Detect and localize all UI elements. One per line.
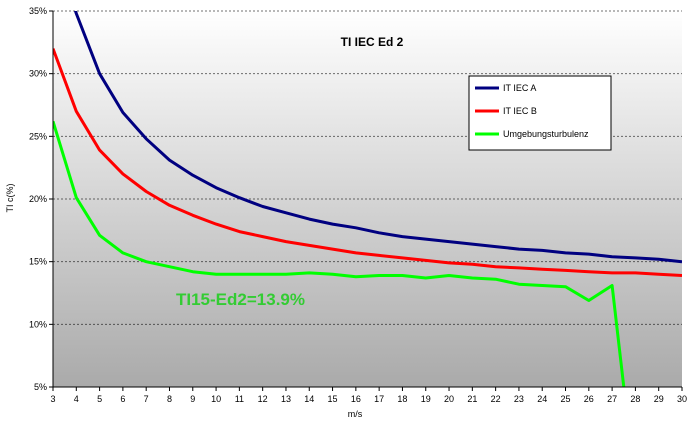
x-tick-label: 28 [630,394,640,404]
y-tick-label: 20% [29,194,47,204]
x-tick-label: 6 [120,394,125,404]
legend: IT IEC A IT IEC B Umgebungsturbulenz [468,75,612,151]
legend-label: Umgebungsturbulenz [503,129,589,139]
x-tick-label: 13 [281,394,291,404]
x-tick-label: 29 [654,394,664,404]
x-tick-label: 19 [421,394,431,404]
series-line-3 [53,120,626,387]
x-tick-label: 15 [328,394,338,404]
x-tick-label: 9 [190,394,195,404]
x-tick-label: 14 [304,394,314,404]
x-tick-label: 3 [50,394,55,404]
y-tick-label: 35% [29,6,47,16]
y-tick-label: 30% [29,69,47,79]
series-line-1 [73,11,682,264]
x-tick-label: 18 [397,394,407,404]
x-tick-label: 7 [144,394,149,404]
x-tick-label: 10 [211,394,221,404]
x-tick-label: 5 [97,394,102,404]
x-tick-label: 24 [537,394,547,404]
y-tick-label: 25% [29,131,47,141]
x-tick-label: 17 [374,394,384,404]
legend-label: IT IEC A [503,83,536,93]
x-tick-label: 4 [74,394,79,404]
y-axis-title: TI c(%) [5,184,15,213]
x-tick-label: 21 [467,394,477,404]
y-tick-label: 5% [34,382,47,392]
x-axis-title: m/s [348,409,363,419]
x-tick-label: 20 [444,394,454,404]
plot-area [53,11,682,387]
x-tick-label: 25 [561,394,571,404]
y-tick-label: 15% [29,257,47,267]
y-tick-label: 10% [29,319,47,329]
x-tick-label: 30 [677,394,687,404]
x-tick-label: 23 [514,394,524,404]
x-tick-label: 12 [258,394,268,404]
series-line-2 [53,48,682,277]
x-tick-label: 8 [167,394,172,404]
x-tick-label: 11 [235,394,244,404]
x-tick-label: 27 [607,394,617,404]
x-tick-label: 22 [491,394,501,404]
chart-title: TI IEC Ed 2 [341,35,404,49]
annotation-ti15: TI15-Ed2=13.9% [176,290,305,309]
legend-label: IT IEC B [503,106,537,116]
x-tick-label: 26 [584,394,594,404]
x-tick-label: 16 [351,394,361,404]
